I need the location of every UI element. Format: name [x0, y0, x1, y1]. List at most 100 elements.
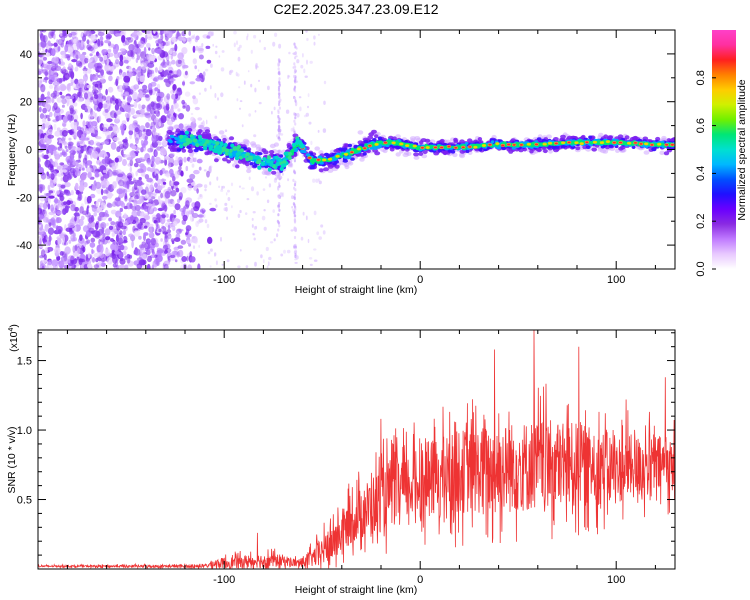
noise-blob [167, 73, 172, 81]
noise-blob [76, 197, 82, 201]
noise-blob [75, 182, 79, 191]
noise-blob [143, 202, 147, 207]
noise-blob [53, 72, 59, 78]
band-cyan [490, 140, 495, 144]
band-blue [362, 152, 367, 156]
noise-blob [158, 122, 162, 127]
noise-blob [119, 244, 125, 251]
noise-speck [290, 139, 294, 142]
noise-blob [100, 222, 107, 229]
noise-streak [293, 210, 296, 214]
noise-blob [94, 127, 98, 133]
noise-blob [48, 190, 54, 194]
noise-blob [134, 150, 140, 154]
noise-blob [105, 187, 109, 194]
noise-blob [111, 95, 115, 101]
noise-streak [293, 183, 297, 187]
noise-blob [93, 170, 99, 174]
noise-blob [128, 44, 135, 51]
noise-speck [254, 261, 257, 267]
noise-streak [277, 62, 280, 66]
noise-blob [146, 36, 153, 40]
noise-blob [123, 212, 127, 218]
noise-blob [42, 107, 47, 114]
noise-blob [209, 207, 217, 212]
noise-speck [295, 47, 298, 50]
noise-blob [87, 68, 92, 74]
noise-blob [40, 40, 47, 48]
noise-blob [192, 95, 196, 100]
noise-blob [49, 111, 53, 118]
noise-blob [156, 95, 161, 102]
band-outer [243, 140, 250, 145]
noise-blob [164, 173, 171, 177]
noise-blob [149, 227, 153, 235]
noise-blob [112, 98, 116, 105]
noise-blob [104, 228, 111, 236]
noise-blob [133, 200, 138, 207]
noise-blob [171, 36, 177, 43]
noise-blob [82, 182, 88, 188]
noise-speck [291, 205, 293, 209]
noise-blob [146, 263, 151, 269]
band-blue [631, 145, 636, 149]
noise-blob [104, 156, 109, 164]
noise-blob [134, 127, 139, 133]
noise-blob [189, 173, 196, 180]
noise-blob [129, 192, 135, 197]
noise-streak [278, 208, 281, 212]
noise-blob [104, 109, 109, 113]
noise-speck [278, 43, 282, 49]
noise-blob [73, 38, 77, 44]
noise-speck [202, 208, 205, 211]
noise-blob [163, 249, 168, 254]
noise-blob [73, 125, 78, 133]
noise-blob [194, 106, 200, 111]
noise-blob [89, 93, 93, 98]
noise-speck [236, 73, 240, 77]
noise-speck [204, 219, 208, 224]
noise-blob [107, 134, 112, 139]
noise-blob [162, 181, 167, 185]
noise-speck [226, 216, 229, 220]
noise-blob [39, 113, 45, 120]
noise-blob [68, 63, 73, 69]
noise-blob [78, 87, 82, 93]
band-blue [384, 146, 390, 150]
noise-blob [100, 180, 107, 188]
noise-blob [43, 253, 47, 260]
band-violet [286, 143, 292, 147]
noise-blob [67, 141, 74, 147]
noise-streak [293, 235, 297, 240]
noise-blob [177, 87, 182, 92]
noise-blob [65, 96, 71, 104]
noise-blob [41, 69, 48, 74]
noise-blob [135, 70, 141, 79]
noise-blob [84, 196, 88, 205]
noise-blob [197, 117, 203, 121]
noise-blob [110, 43, 115, 48]
noise-blob [144, 174, 150, 180]
noise-blob [133, 84, 140, 90]
noise-blob [106, 118, 113, 123]
noise-blob [136, 52, 141, 61]
noise-blob [80, 173, 87, 181]
noise-speck [280, 133, 284, 136]
noise-streak [277, 128, 280, 132]
noise-blob [115, 169, 122, 174]
noise-speck [235, 71, 238, 77]
noise-speck [307, 238, 310, 244]
noise-blob [122, 93, 130, 97]
noise-blob [145, 34, 148, 40]
noise-blob [128, 129, 134, 136]
noise-blob [52, 70, 58, 77]
band-outer [218, 130, 225, 135]
noise-blob [56, 172, 64, 177]
noise-blob [174, 259, 178, 263]
noise-speck [322, 230, 326, 235]
noise-streak [278, 224, 281, 228]
noise-blob [108, 30, 113, 34]
noise-blob [189, 81, 196, 85]
noise-blob [138, 195, 145, 201]
band-violet [196, 131, 201, 136]
